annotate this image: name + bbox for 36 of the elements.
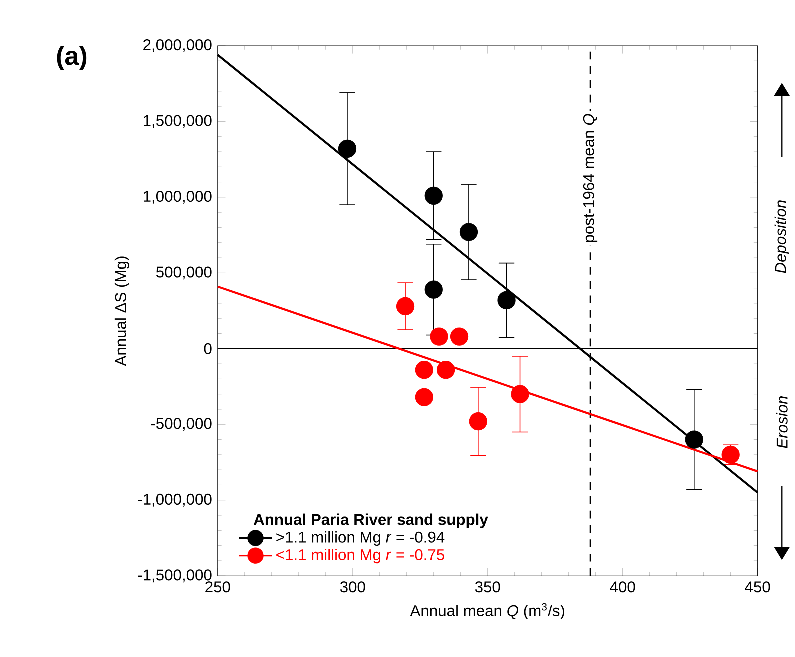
point	[469, 412, 488, 431]
x-tick-label: 400	[610, 581, 636, 593]
y-tick-label: -1,500,000	[138, 570, 212, 582]
x-tick-label: 350	[475, 581, 500, 593]
point	[415, 388, 434, 406]
text: Deposition	[774, 200, 790, 274]
ref-line-label: post-1964 mean Q	[583, 114, 598, 242]
point	[498, 291, 516, 310]
y-tick-label: -500,000	[151, 418, 212, 431]
point	[338, 140, 357, 158]
x-tick-label: 300	[340, 581, 366, 593]
y-tick-label: 1,000,000	[144, 190, 212, 204]
point	[685, 430, 704, 449]
legend-label: >1.1 million Mg r = -0.94	[276, 531, 445, 546]
y-tick-label: 1,500,000	[144, 115, 212, 128]
point	[424, 280, 443, 299]
point	[430, 328, 448, 346]
point	[415, 360, 434, 380]
text: (a)	[57, 46, 87, 70]
point	[396, 297, 415, 316]
x-tick-label: 250	[206, 581, 230, 593]
text: Erosion	[776, 396, 788, 448]
y-tick-label: -1,000,000	[138, 494, 212, 507]
point	[450, 328, 469, 346]
point	[460, 223, 478, 242]
point	[424, 186, 443, 205]
y-tick-label: 2,000,000	[144, 39, 212, 52]
x-tick-label: 450	[745, 581, 770, 593]
legend-title: Annual Paria River sand supply	[254, 514, 488, 528]
point	[511, 385, 530, 404]
y-tick-label: 0	[204, 343, 212, 354]
point	[436, 360, 456, 380]
legend-label: <1.1 million Mg r = -0.75	[276, 548, 444, 564]
x-axis-title: Annual mean Q (m$^{3}$/s)	[410, 603, 564, 620]
y-axis-title: Annual ΔS (Mg)	[114, 256, 130, 366]
y-tick-label: 500,000	[156, 266, 212, 280]
